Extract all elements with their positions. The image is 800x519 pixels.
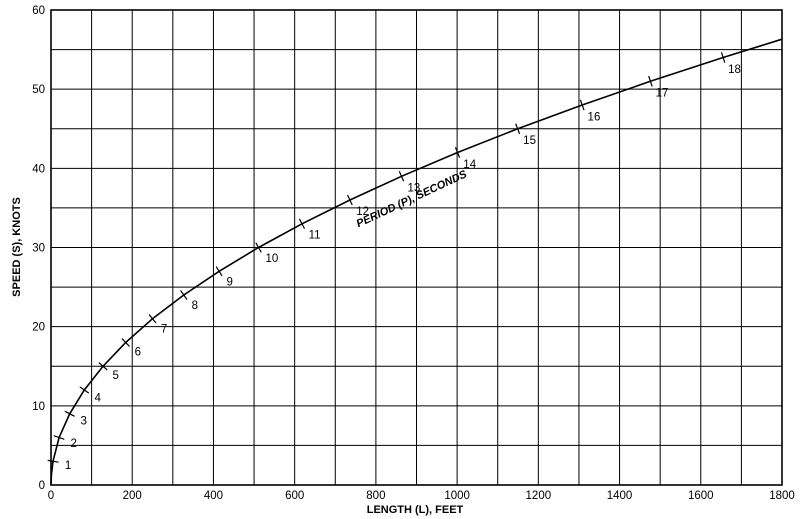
x-tick-label: 1600 <box>688 490 714 502</box>
period-label: 4 <box>94 393 101 405</box>
period-tick-mark <box>64 410 75 417</box>
curve-annotation: PERIOD (P), SECONDS <box>355 168 470 230</box>
axes <box>50 9 783 486</box>
period-tick-mark <box>398 170 405 182</box>
period-tick-mark <box>121 338 130 347</box>
y-tick-label: 30 <box>32 243 45 255</box>
period-label: 13 <box>408 182 421 194</box>
y-axis-title: SPEED (S), KNOTS <box>11 197 23 297</box>
y-tick-label: 50 <box>32 84 45 96</box>
period-tick-mark <box>648 75 653 87</box>
period-label: 2 <box>71 438 77 450</box>
x-tick-label: 1000 <box>444 490 470 502</box>
x-tick-label: 1400 <box>607 490 633 502</box>
y-tick-label: 20 <box>32 322 45 334</box>
period-tick-mark <box>720 52 726 63</box>
period-tick-mark <box>148 314 157 324</box>
period-label: 5 <box>113 370 119 382</box>
period-tick-mark <box>346 194 353 206</box>
period-label: 15 <box>523 135 536 147</box>
period-label: 11 <box>309 230 321 242</box>
period-tick-mark <box>298 218 306 229</box>
period-tick-mark <box>255 242 262 253</box>
y-tick-label: 60 <box>32 5 45 17</box>
period-label: 1 <box>65 460 71 472</box>
period-tick-marks <box>47 52 726 463</box>
x-tick-label: 600 <box>285 490 304 502</box>
period-label: 6 <box>135 347 141 359</box>
x-tick-label: 0 <box>48 490 54 502</box>
period-tick-mark <box>579 99 585 111</box>
period-label: 17 <box>656 88 669 100</box>
period-label: 14 <box>463 159 476 171</box>
period-tick-mark <box>215 266 223 277</box>
y-tick-label: 0 <box>39 480 45 492</box>
grid <box>50 9 783 486</box>
plot-frame <box>50 9 783 486</box>
period-label: 18 <box>728 64 741 76</box>
period-tick-mark <box>53 435 65 440</box>
period-label: 10 <box>265 253 278 265</box>
x-axis-title: LENGTH (L), FEET <box>367 504 464 516</box>
period-tick-mark <box>98 362 108 371</box>
y-tick-label: 40 <box>32 163 45 175</box>
period-tick-mark <box>180 290 188 300</box>
x-tick-label: 1200 <box>526 490 552 502</box>
y-tick-label: 10 <box>32 401 45 413</box>
x-tick-label: 800 <box>366 490 385 502</box>
period-label: 7 <box>161 323 167 335</box>
labels: 0 200 400 600 800 1000 1200 1400 1600 1800 0 10 20 30… <box>32 5 795 502</box>
period-tick-mark <box>515 123 521 135</box>
x-tick-label: 1800 <box>769 490 795 502</box>
period-label: 3 <box>81 415 87 427</box>
period-label: 12 <box>356 206 369 218</box>
period-tick-mark <box>79 386 90 394</box>
period-tick-mark <box>47 459 59 463</box>
period-label: 8 <box>192 300 198 312</box>
x-tick-label: 200 <box>123 490 142 502</box>
period-label: 9 <box>226 277 232 289</box>
x-tick-label: 400 <box>204 490 223 502</box>
period-label: 16 <box>588 111 601 123</box>
period-tick-mark <box>454 147 461 158</box>
